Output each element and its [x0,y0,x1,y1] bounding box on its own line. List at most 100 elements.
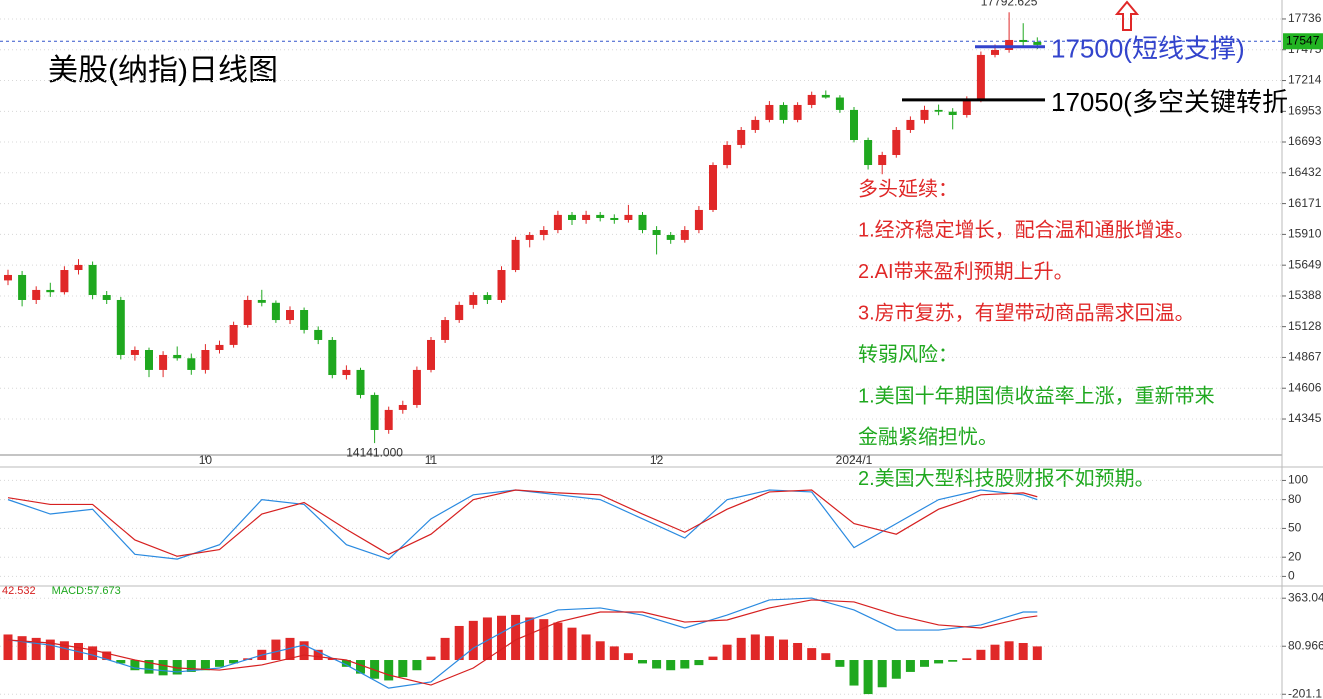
candle-body [596,214,605,218]
macd-bar [962,658,972,661]
candle-body [483,295,492,300]
candle-body [610,217,619,220]
macd-bar [567,627,577,661]
macd-bar [299,641,309,661]
macd-bar [327,658,337,661]
y-tick-label: 14867 [1288,350,1322,364]
candle-body [130,350,139,355]
candle-body [511,239,520,271]
candle-body [286,310,294,321]
level-label: 17050(多空关键转折 [1051,87,1288,117]
macd-bar [623,653,633,661]
candle-body [215,344,224,351]
candle-body [88,264,97,296]
candle-body [638,214,647,231]
candle-body [878,154,887,166]
candle-body [1005,39,1014,50]
y-tick-label: -201.1 [1288,686,1322,699]
high-label: 17792.625 [981,0,1038,8]
note: 2.AI带来盈利预期上升。 [858,260,1074,283]
macd-bar [468,620,478,661]
candle-body [441,320,450,340]
macd-bar [200,660,210,671]
candle-body [455,304,464,321]
candle-body [159,354,168,370]
macd-bar [736,637,746,661]
macd-bar [398,660,408,678]
macd-bar [849,660,859,686]
macd-bar [863,660,873,695]
macd-bar [412,660,422,671]
candle-body [765,104,774,120]
last-price-box [1283,33,1323,50]
up-arrow [1114,0,1140,31]
candle-body [370,394,379,430]
macd-bar [88,646,98,661]
note: 1.美国十年期国债收益率上涨，重新带来 [858,384,1215,407]
low-label: 14141.000 [346,445,403,459]
candle-body [32,289,41,300]
x-tick-label: 12 [650,453,664,467]
y-tick-label: 15910 [1288,227,1322,241]
note: 3.房市复苏，有望带动商品需求回温。 [858,301,1195,324]
candle-body [525,234,534,240]
candle-body [553,214,562,231]
candle-body [18,274,27,300]
macd-bar [525,617,535,661]
macd-bar [976,649,986,661]
candle-body [229,324,238,345]
candle-body [582,214,591,220]
macd-bar [934,660,944,664]
y-tick-label: 80 [1288,492,1302,506]
macd-bar [821,653,831,661]
macd-bar [638,660,647,664]
macd-bar [835,660,845,667]
y-tick-label: 16432 [1288,165,1322,179]
y-tick-label: 16171 [1288,196,1322,210]
candle-body [539,230,548,235]
candle-body [991,49,999,55]
macd-bar [948,660,958,662]
note: 2.美国大型科技股财报不如预期。 [858,467,1155,490]
macd-bar [454,625,464,661]
y-tick-label: 15128 [1288,319,1322,333]
macd-line [7,597,1038,689]
macd-bar [426,656,436,661]
macd-bar [215,660,224,667]
candle-body [356,369,365,395]
x-tick-label: 11 [425,453,438,467]
candle-body [60,270,69,293]
candle-body [187,358,196,370]
x-tick-label: 10 [199,453,213,467]
y-tick-label: 15649 [1288,257,1322,271]
macd-bar [877,660,887,688]
candle-body [807,94,816,105]
chart-title: 美股(纳指)日线图 [48,54,278,87]
candle-body [737,129,746,145]
candle-body [102,295,111,300]
macd-bar [779,639,788,661]
candle-body [723,144,732,166]
macd-bar [708,656,718,661]
candle-body [1019,39,1028,42]
macd-bar [652,660,662,669]
candle-body [652,230,661,235]
candle-body [384,409,393,430]
macd-bar [172,660,182,675]
candle-body [976,54,985,101]
macd-bar [722,644,732,661]
y-tick-label: 0 [1288,569,1295,583]
macd-bar [581,634,591,661]
candle-body [821,94,830,98]
y-tick-label: 16953 [1288,104,1322,118]
y-tick-label: 80.966 [1288,638,1323,652]
macd-bar [750,634,760,661]
macd-legend: MACD:57.673 [52,585,121,597]
macd-bar [102,651,112,661]
note: 1.经济稳定增长，配合温和通胀增速。 [858,219,1195,242]
macd-bar [990,644,1000,661]
candle-body [412,369,421,405]
y-tick-label: 50 [1288,521,1302,535]
macd-bar [511,614,521,661]
macd-bar [1004,641,1014,661]
